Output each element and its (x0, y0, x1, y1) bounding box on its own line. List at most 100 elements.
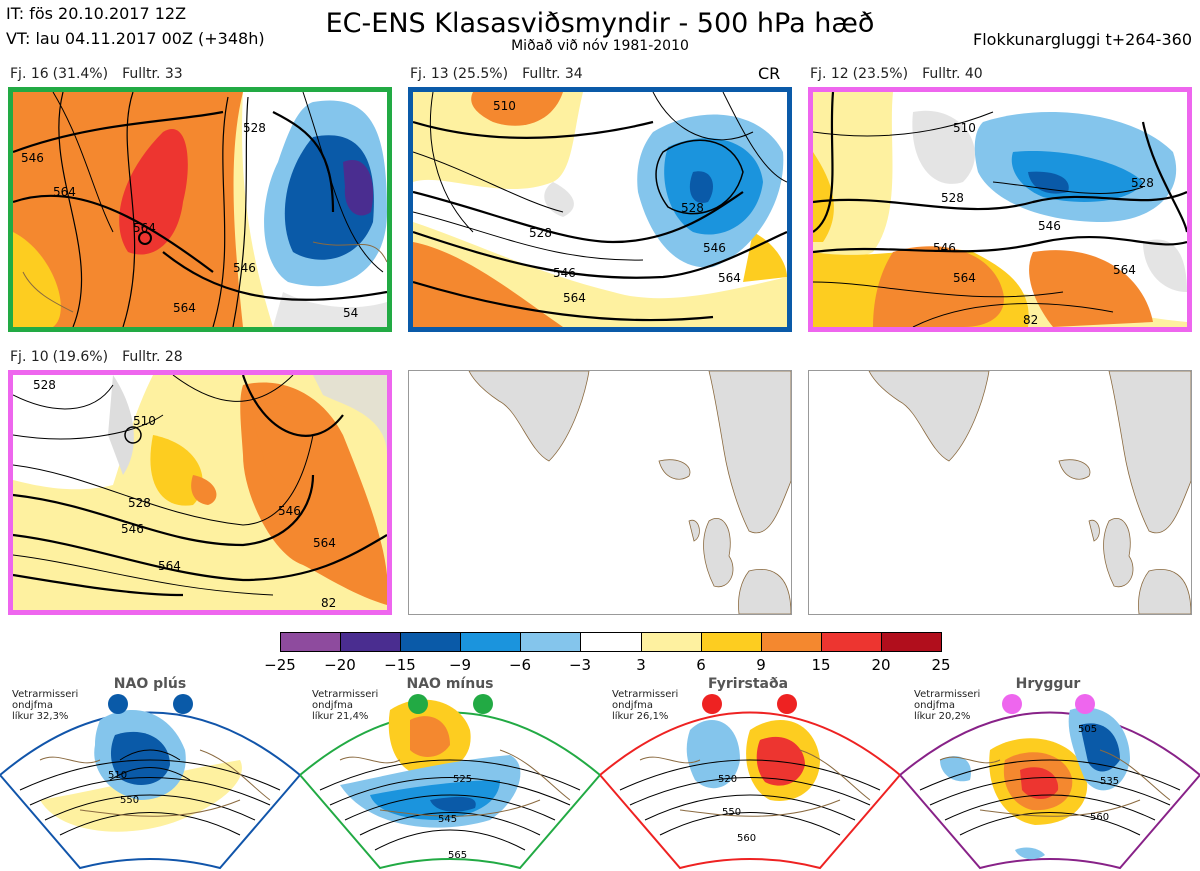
colorbar-tick: −6 (508, 656, 532, 674)
colorbar-swatch (821, 633, 882, 651)
contour-label: 546 (933, 241, 956, 255)
initial-time: IT: fös 20.10.2017 12Z (6, 4, 187, 23)
cluster-members: Fulltr. 34 (522, 66, 583, 82)
contour-label: 82 (321, 596, 336, 610)
regime-title: Fyrirstaða (707, 676, 789, 692)
contour-label: 564 (1113, 263, 1136, 277)
contour-label: 546 (278, 504, 301, 518)
cluster-map-1: 528 546 564 564 546 564 54 (8, 87, 392, 332)
empty-map-5 (408, 370, 792, 615)
contour-label: 528 (33, 378, 56, 392)
cluster-percent: (23.5%) (852, 66, 909, 82)
contour-label: 528 (243, 121, 266, 135)
colorbar-swatch (461, 633, 522, 651)
contour-label: 528 (529, 226, 552, 240)
regime-title: NAO plús (113, 676, 187, 692)
cluster-map-3: 510 528 528 546 546 564 564 82 (808, 87, 1192, 332)
contour-label: 564 (158, 559, 181, 573)
contour-label: 505 (1078, 724, 1097, 735)
subtitle: Miðað við nóv 1981-2010 (511, 38, 689, 54)
cluster-id: Fj. 16 (10, 66, 49, 82)
colorbar-tick: −25 (264, 656, 296, 674)
colorbar-swatch (521, 633, 582, 651)
cluster-percent: (25.5%) (452, 66, 509, 82)
contour-label: 528 (681, 201, 704, 215)
contour-label: 564 (563, 291, 586, 305)
contour-label: 560 (1090, 812, 1109, 823)
contour-label: 564 (133, 221, 156, 235)
regime-dot (408, 694, 428, 714)
regime-probability-text: Vetrarmisseri ondjfma líkur 32,3% (12, 689, 79, 722)
cluster-members: Fulltr. 28 (122, 349, 183, 365)
cluster-id: Fj. 10 (10, 349, 49, 365)
colorbar-tick: 20 (871, 656, 891, 674)
regime-probability-text: Vetrarmisseri ondjfma líkur 21,4% (312, 689, 379, 722)
colorbar-tick: 6 (696, 656, 706, 674)
valid-time: VT: lau 04.11.2017 00Z (+348h) (6, 29, 265, 48)
regime-probability-text: Vetrarmisseri ondjfma líkur 26,1% (612, 689, 679, 722)
contour-label: 82 (1023, 313, 1038, 327)
cluster-percent: (31.4%) (52, 66, 109, 82)
colorbar-tick: 15 (811, 656, 831, 674)
colorbar-tick: 9 (756, 656, 766, 674)
contour-label: 546 (121, 522, 144, 536)
contour-label: 545 (438, 814, 457, 825)
classification-window: Flokkunargluggi t+264-360 (973, 30, 1192, 49)
contour-label: 510 (133, 414, 156, 428)
contour-label: 564 (718, 271, 741, 285)
colorbar-swatch (761, 633, 822, 651)
contour-label: 564 (53, 185, 76, 199)
cluster-map-2: 510 528 528 546 546 564 564 (408, 87, 792, 332)
contour-label: 525 (453, 774, 472, 785)
regime-dot (1075, 694, 1095, 714)
contour-label: 510 (493, 99, 516, 113)
regime-probability-text: Vetrarmisseri ondjfma líkur 20,2% (914, 689, 981, 722)
contour-label: 564 (173, 301, 196, 315)
regime-title: Hryggur (1015, 676, 1081, 692)
panel-label-2: Fj. 13 (25.5%) Fulltr. 34 (410, 66, 583, 82)
colorbar (280, 632, 942, 652)
colorbar-tick: 25 (931, 656, 951, 674)
contour-label: 546 (21, 151, 44, 165)
contour-label: 528 (941, 191, 964, 205)
regime-dot (173, 694, 193, 714)
colorbar-tick: 3 (636, 656, 646, 674)
regime-map-nao-minus: 525 545 565 (300, 694, 600, 870)
page-title: EC-ENS Klasasviðsmyndir - 500 hPa hæð (325, 8, 875, 39)
contour-label: 546 (1038, 219, 1061, 233)
regime-dot (108, 694, 128, 714)
cluster-map-4: 528 510 528 546 546 564 564 82 (8, 370, 392, 615)
colorbar-tick: −9 (448, 656, 472, 674)
contour-label: 54 (343, 306, 358, 320)
regime-dot (702, 694, 722, 714)
regime-map-blocking: 520 550 560 (600, 694, 900, 870)
contour-label: 510 (953, 121, 976, 135)
colorbar-tick: −15 (384, 656, 416, 674)
colorbar-swatch (401, 633, 462, 651)
cluster-id: Fj. 13 (410, 66, 449, 82)
cluster-percent: (19.6%) (52, 349, 109, 365)
colorbar-swatch (701, 633, 762, 651)
regime-map-nao-plus: 510 550 (0, 694, 300, 870)
colorbar-tick: −3 (568, 656, 592, 674)
contour-label: 550 (120, 795, 139, 806)
contour-label: 560 (737, 833, 756, 844)
regime-dot (1002, 694, 1022, 714)
contour-label: 528 (1131, 176, 1154, 190)
cluster-id: Fj. 12 (810, 66, 849, 82)
colorbar-swatch (881, 633, 942, 651)
regime-title: NAO mínus (406, 676, 494, 692)
empty-map-6 (808, 370, 1192, 615)
colorbar-swatch (581, 633, 642, 651)
colorbar-swatch (281, 633, 342, 651)
contour-label: 528 (128, 496, 151, 510)
colorbar-swatch (341, 633, 402, 651)
colorbar-tick: −20 (324, 656, 356, 674)
contour-label: 546 (703, 241, 726, 255)
contour-label: 564 (953, 271, 976, 285)
contour-label: 535 (1100, 776, 1119, 787)
regime-dot (473, 694, 493, 714)
contour-label: 550 (722, 807, 741, 818)
panel-label-1: Fj. 16 (31.4%) Fulltr. 33 (10, 66, 183, 82)
contour-label: 565 (448, 850, 467, 861)
